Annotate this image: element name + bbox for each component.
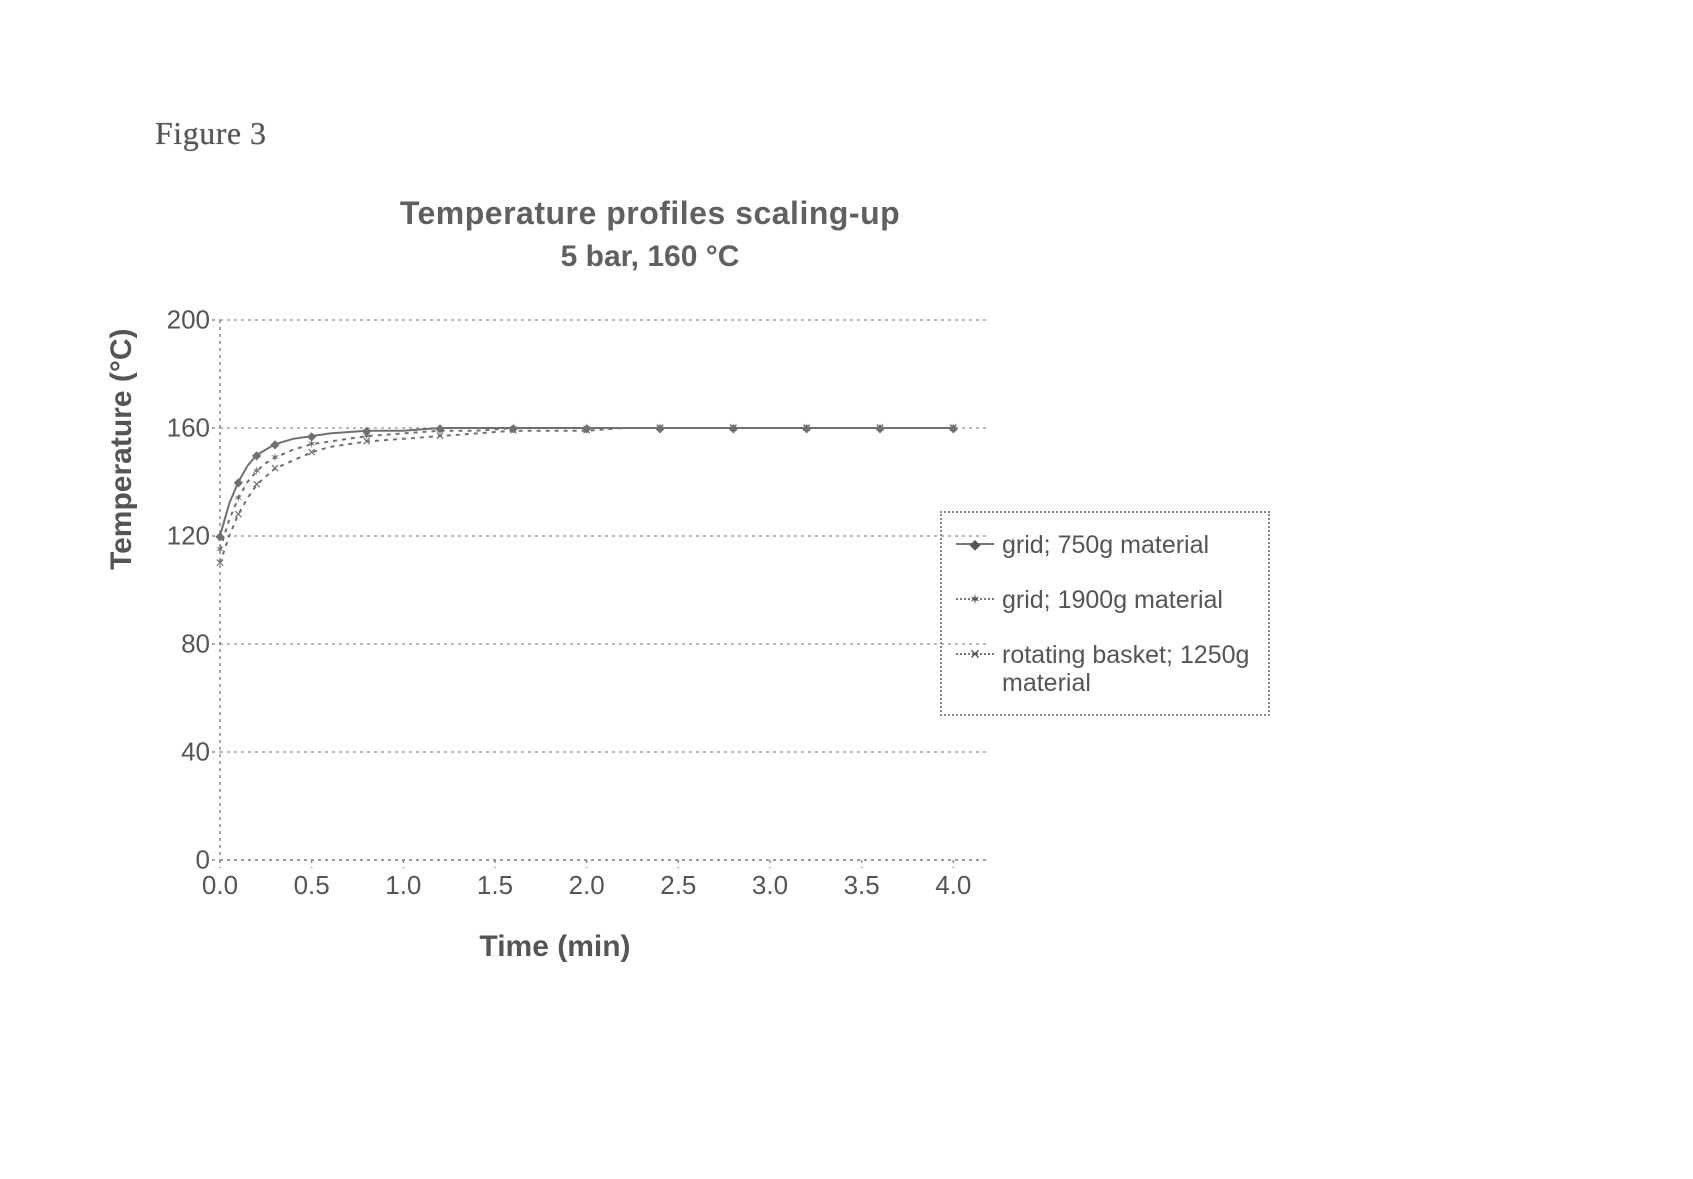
legend: ◆ grid; 750g material ✶ grid; 1900g mate… [940, 511, 1270, 716]
svg-text:✶: ✶ [233, 491, 243, 505]
diamond-icon: ◆ [970, 537, 981, 551]
x-tick-label: 0.5 [294, 870, 330, 901]
legend-item: ✕ rotating basket; 1250g material [956, 641, 1254, 699]
legend-label: grid; 1900g material [1002, 586, 1223, 615]
chart-subtitle: 5 bar, 160 °C [0, 240, 1300, 274]
svg-text:✕: ✕ [728, 421, 738, 435]
x-marker-icon: ✕ [969, 647, 981, 661]
svg-text:✕: ✕ [508, 424, 518, 438]
svg-text:✕: ✕ [215, 556, 225, 570]
svg-text:✕: ✕ [875, 421, 885, 435]
svg-text:✕: ✕ [655, 421, 665, 435]
svg-text:◆: ◆ [215, 529, 225, 543]
svg-text:✕: ✕ [948, 421, 958, 435]
svg-text:◆: ◆ [234, 475, 244, 489]
y-axis-label: Temperature (°C) [105, 329, 139, 570]
x-tick-label: 4.0 [935, 870, 971, 901]
y-tick-label: 80 [150, 629, 210, 660]
y-tick-label: 200 [150, 305, 210, 336]
page: Figure 3 Temperature profiles scaling-up… [0, 0, 1693, 1179]
legend-label: rotating basket; 1250g material [1002, 641, 1254, 699]
svg-text:✕: ✕ [252, 478, 262, 492]
x-tick-label: 1.0 [385, 870, 421, 901]
legend-swatch: ✶ [956, 592, 994, 606]
x-axis-label: Time (min) [140, 930, 970, 964]
x-tick-label: 2.5 [660, 870, 696, 901]
y-tick-label: 160 [150, 413, 210, 444]
chart-svg: ◆◆◆◆◆◆◆◆◆◆◆◆◆◆✶✶✶✶✶✶✶✶✶✶✶✶✶✶✕✕✕✕✕✕✕✕✕✕✕✕… [140, 310, 1040, 870]
y-tick-label: 40 [150, 737, 210, 768]
legend-label: grid; 750g material [1002, 531, 1209, 560]
star-icon: ✶ [969, 592, 981, 606]
chart-title: Temperature profiles scaling-up [0, 195, 1300, 232]
svg-text:◆: ◆ [270, 437, 280, 451]
legend-item: ◆ grid; 750g material [956, 531, 1254, 560]
svg-text:◆: ◆ [252, 448, 262, 462]
svg-text:✕: ✕ [802, 421, 812, 435]
svg-text:✕: ✕ [233, 507, 243, 521]
x-tick-label: 2.0 [569, 870, 605, 901]
legend-swatch: ◆ [956, 537, 994, 551]
x-tick-label: 3.5 [844, 870, 880, 901]
svg-text:✶: ✶ [252, 464, 262, 478]
figure-label: Figure 3 [155, 115, 267, 152]
y-tick-label: 120 [150, 521, 210, 552]
svg-text:✕: ✕ [307, 445, 317, 459]
legend-item: ✶ grid; 1900g material [956, 586, 1254, 615]
legend-swatch: ✕ [956, 647, 994, 661]
x-tick-label: 3.0 [752, 870, 788, 901]
x-tick-label: 0.0 [202, 870, 238, 901]
svg-text:✕: ✕ [435, 429, 445, 443]
plot-area: Temperature (°C) Time (min) ◆◆◆◆◆◆◆◆◆◆◆◆… [140, 310, 1540, 1010]
svg-text:✕: ✕ [582, 424, 592, 438]
svg-text:✕: ✕ [362, 435, 372, 449]
x-tick-label: 1.5 [477, 870, 513, 901]
svg-text:✕: ✕ [270, 462, 280, 476]
